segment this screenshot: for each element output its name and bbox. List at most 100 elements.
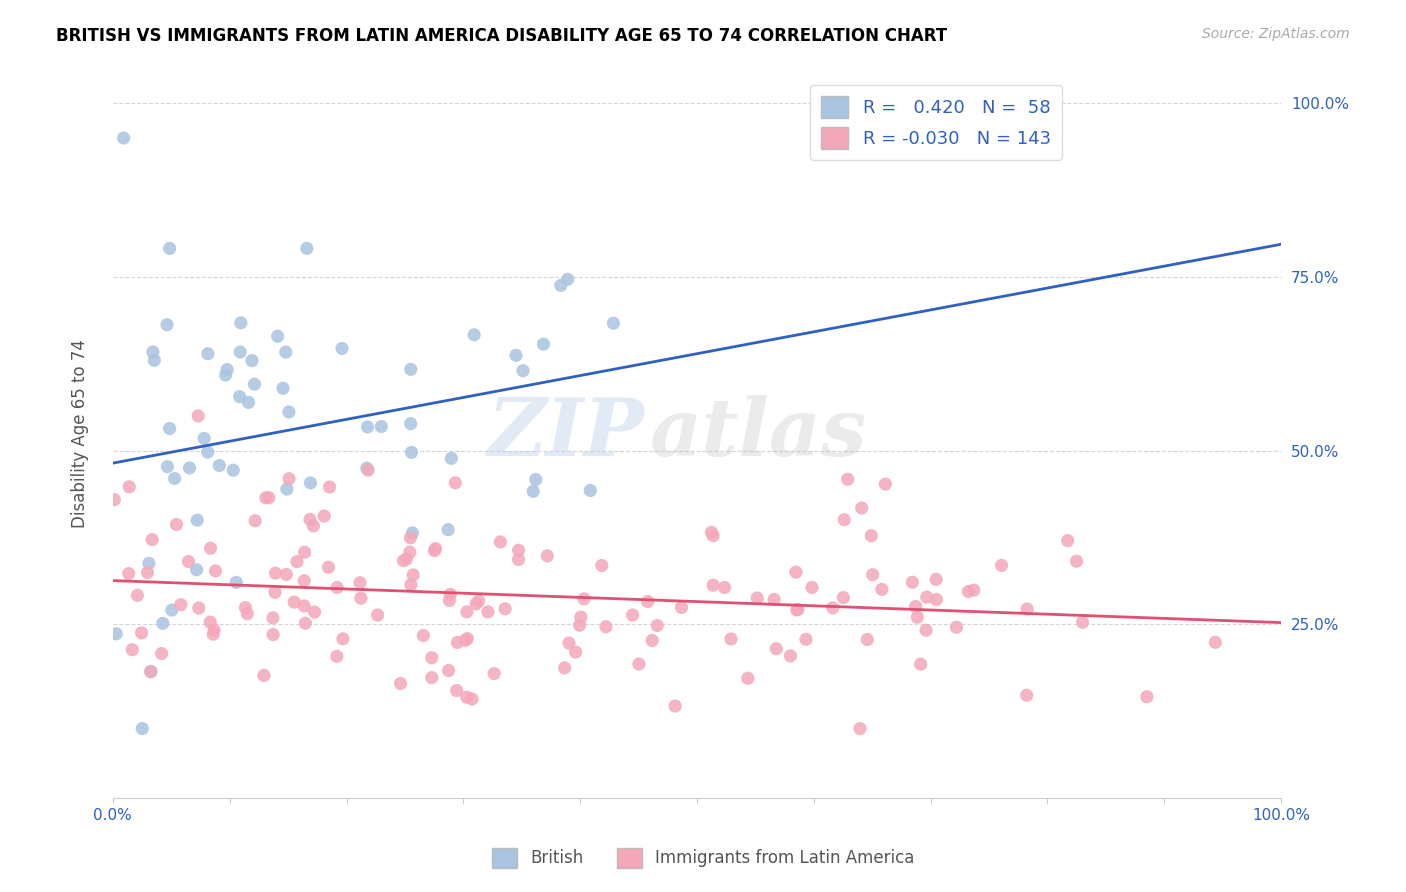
Point xyxy=(925,592,948,607)
Point xyxy=(200,541,222,556)
Point xyxy=(294,616,316,631)
Point xyxy=(737,671,759,685)
Point xyxy=(215,368,238,382)
Point xyxy=(304,605,326,619)
Point xyxy=(1056,533,1078,548)
Point xyxy=(136,566,159,580)
Point xyxy=(465,597,488,611)
Point xyxy=(505,348,527,362)
Point xyxy=(238,395,260,409)
Point xyxy=(262,611,284,625)
Point xyxy=(399,362,422,376)
Point xyxy=(1017,602,1039,616)
Point xyxy=(356,461,378,475)
Point xyxy=(295,241,318,255)
Point xyxy=(253,668,276,682)
Point xyxy=(963,583,986,598)
Point xyxy=(595,620,617,634)
Point xyxy=(437,664,460,678)
Point xyxy=(152,616,174,631)
Point xyxy=(439,587,461,601)
Point xyxy=(370,419,392,434)
Point xyxy=(446,635,468,649)
Point xyxy=(193,431,215,445)
Point xyxy=(637,594,659,608)
Point xyxy=(786,603,808,617)
Point xyxy=(278,472,301,486)
Point xyxy=(398,545,420,559)
Point xyxy=(786,602,808,616)
Point xyxy=(910,657,932,672)
Point xyxy=(131,722,153,736)
Point xyxy=(202,623,225,637)
Point xyxy=(747,591,769,605)
Point xyxy=(779,648,801,663)
Point xyxy=(326,581,349,595)
Point xyxy=(851,501,873,516)
Point xyxy=(254,491,277,505)
Legend: R =   0.420   N =  58, R = -0.030   N = 143: R = 0.420 N = 58, R = -0.030 N = 143 xyxy=(810,85,1062,160)
Point xyxy=(166,517,188,532)
Point xyxy=(228,390,250,404)
Point xyxy=(121,642,143,657)
Point xyxy=(591,558,613,573)
Point xyxy=(641,633,664,648)
Point xyxy=(240,353,263,368)
Point xyxy=(901,575,924,590)
Point xyxy=(326,649,349,664)
Point xyxy=(713,581,735,595)
Point xyxy=(440,451,463,466)
Point xyxy=(236,607,259,621)
Point xyxy=(627,657,650,671)
Point xyxy=(533,337,555,351)
Legend: British, Immigrants from Latin America: British, Immigrants from Latin America xyxy=(485,841,921,875)
Point xyxy=(389,676,412,690)
Point xyxy=(700,525,723,540)
Point xyxy=(160,603,183,617)
Point xyxy=(456,605,478,619)
Point xyxy=(274,345,297,359)
Point xyxy=(401,525,423,540)
Point xyxy=(957,584,980,599)
Point xyxy=(294,545,316,559)
Point xyxy=(170,598,193,612)
Point xyxy=(357,463,380,477)
Point xyxy=(621,608,644,623)
Point xyxy=(350,591,373,606)
Point xyxy=(763,592,786,607)
Point xyxy=(579,483,602,498)
Point xyxy=(103,492,125,507)
Point xyxy=(139,665,162,679)
Point xyxy=(461,692,484,706)
Point xyxy=(399,531,422,545)
Point xyxy=(671,600,693,615)
Point xyxy=(420,671,443,685)
Point xyxy=(127,588,149,602)
Point xyxy=(262,627,284,641)
Point xyxy=(785,565,807,579)
Point xyxy=(235,600,257,615)
Point xyxy=(225,575,247,590)
Point xyxy=(1136,690,1159,704)
Point xyxy=(187,601,209,615)
Point xyxy=(156,318,179,332)
Point xyxy=(150,647,173,661)
Point xyxy=(264,566,287,581)
Point xyxy=(395,552,418,566)
Point xyxy=(423,543,446,558)
Point xyxy=(277,405,299,419)
Point xyxy=(302,519,325,533)
Point xyxy=(330,342,353,356)
Point xyxy=(208,458,231,473)
Point xyxy=(437,523,460,537)
Point xyxy=(489,535,512,549)
Point xyxy=(568,618,591,632)
Point xyxy=(904,599,927,614)
Point xyxy=(720,632,742,646)
Point xyxy=(444,475,467,490)
Point xyxy=(318,480,340,494)
Point xyxy=(508,552,530,566)
Point xyxy=(832,513,855,527)
Point xyxy=(292,599,315,613)
Point xyxy=(142,345,165,359)
